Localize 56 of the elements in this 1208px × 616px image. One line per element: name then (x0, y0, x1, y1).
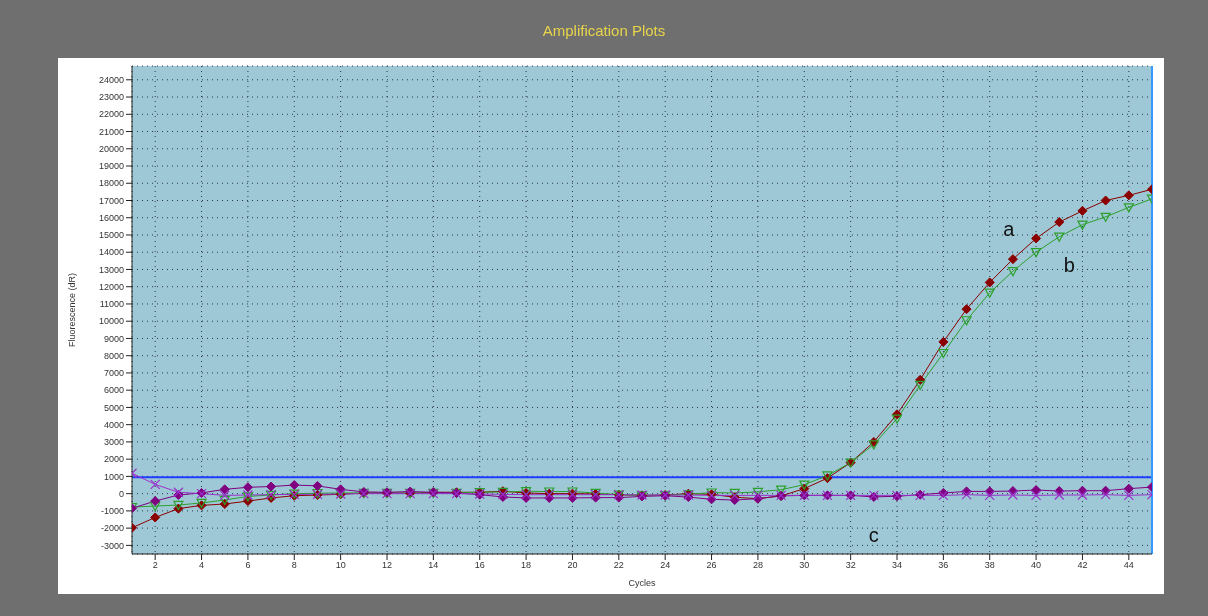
x-tick-label: 14 (428, 560, 439, 571)
y-tick-label: 14000 (98, 247, 124, 258)
y-tick-label: 24000 (98, 74, 124, 85)
x-tick-label: 28 (752, 560, 763, 571)
y-tick-label: 15000 (98, 230, 124, 241)
x-tick-label: 42 (1077, 560, 1088, 571)
x-tick-label: 16 (474, 560, 485, 571)
y-tick-label: 20000 (98, 143, 124, 154)
y-axis-title: Fluorescence (dR) (67, 272, 78, 348)
y-tick-label: 22000 (98, 109, 124, 120)
x-tick-label: 24 (660, 560, 671, 571)
x-tick-label: 34 (891, 560, 903, 571)
y-tick-label: 21000 (98, 126, 124, 137)
x-tick-label: 6 (245, 560, 251, 571)
x-tick-label: 20 (567, 560, 578, 571)
chart-title: Amplification Plots (541, 22, 667, 39)
y-tick-label: 7000 (103, 368, 124, 379)
annotation: b (1063, 253, 1075, 276)
x-tick-label: 40 (1031, 560, 1042, 571)
y-tick-label: 17000 (98, 195, 124, 206)
y-tick-label: 5000 (103, 402, 124, 413)
x-tick-label: 32 (845, 560, 856, 571)
y-tick-label: 11000 (99, 299, 124, 310)
annotation: c (868, 523, 879, 546)
x-tick-label: 18 (521, 560, 532, 571)
x-tick-label: 10 (335, 560, 346, 571)
y-tick-label: 18000 (98, 178, 124, 189)
x-tick-label: 44 (1123, 560, 1134, 571)
y-tick-label: 16000 (98, 212, 124, 223)
x-tick-label: 8 (291, 560, 297, 571)
y-tick-label: 0 (118, 488, 124, 499)
y-tick-label: 12000 (98, 281, 124, 292)
x-tick-label: 26 (706, 560, 717, 571)
y-tick-label: 23000 (98, 92, 124, 103)
y-tick-label: 19000 (98, 161, 124, 172)
y-tick-label: 6000 (103, 385, 124, 396)
y-tick-label: 3000 (103, 437, 124, 448)
y-tick-label: 9000 (103, 333, 124, 344)
x-tick-label: 12 (381, 560, 393, 571)
x-axis-title: Cycles (628, 578, 656, 588)
annotation: a (1003, 218, 1016, 241)
x-tick-label: 22 (613, 560, 624, 571)
x-tick-label: 4 (199, 560, 205, 571)
y-tick-label: 2000 (103, 454, 124, 465)
y-tick-label: 4000 (103, 419, 124, 430)
y-tick-label: -3000 (100, 540, 124, 551)
x-tick-label: 30 (799, 560, 810, 571)
y-tick-label: 10000 (98, 316, 124, 327)
y-tick-label: 8000 (103, 350, 124, 361)
y-tick-label: -2000 (100, 523, 124, 534)
y-tick-label: 13000 (98, 264, 124, 275)
x-tick-label: 38 (984, 560, 995, 571)
y-tick-label: -1000 (100, 506, 124, 517)
y-tick-label: 1000 (103, 471, 124, 482)
x-tick-label: 2 (152, 560, 158, 571)
x-tick-label: 36 (938, 560, 949, 571)
